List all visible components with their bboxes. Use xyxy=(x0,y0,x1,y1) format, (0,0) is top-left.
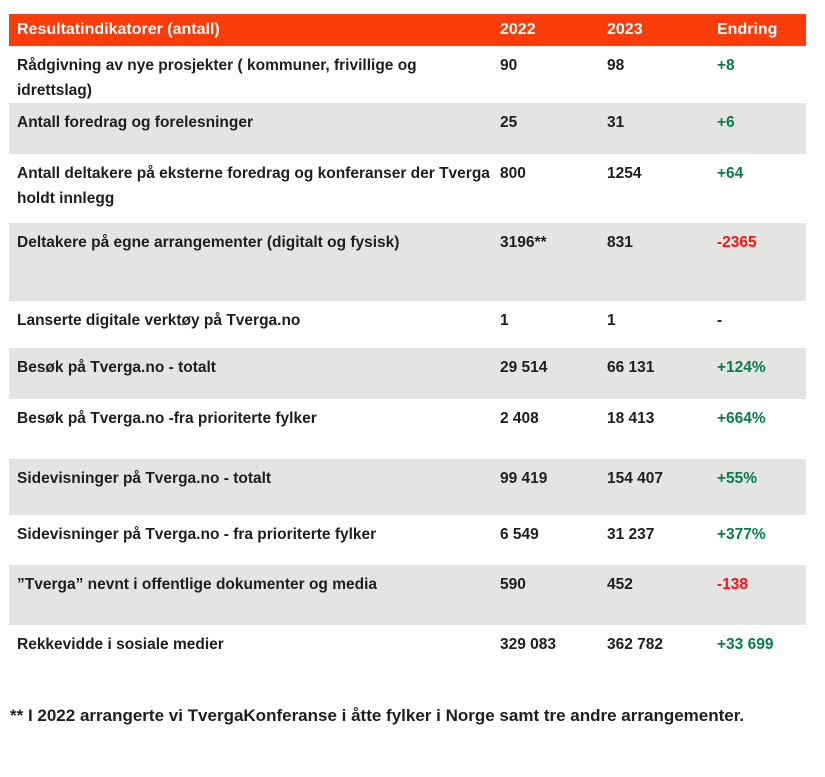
column-header-2022: 2022 xyxy=(500,21,536,38)
value-2023: 154 407 xyxy=(607,470,664,487)
change-value: - xyxy=(717,312,723,329)
value-2023: 362 782 xyxy=(607,636,664,653)
value-2023: 452 xyxy=(607,576,633,593)
row-indicator-label: Deltakere på egne arrangementer (digital… xyxy=(17,234,400,251)
value-2023: 831 xyxy=(607,234,633,251)
table-row: Lanserte digitale verktøy på Tverga.no 1… xyxy=(9,301,806,348)
value-2023: 18 413 xyxy=(607,410,655,427)
row-indicator-label: Sidevisninger på Tverga.no - totalt xyxy=(17,470,272,487)
table-row: Sidevisninger på Tverga.no - fra priorit… xyxy=(9,515,806,565)
value-2022: 2 408 xyxy=(500,410,539,427)
row-indicator-label: Antall deltakere på eksterne foredrag og… xyxy=(17,165,490,207)
value-2022: 90 xyxy=(500,57,518,74)
value-2023: 98 xyxy=(607,57,625,74)
results-indicators-table: Resultatindikatorer (antall) 2022 2023 E… xyxy=(9,14,806,670)
row-indicator-label: Lanserte digitale verktøy på Tverga.no xyxy=(17,312,301,329)
column-header-2023: 2023 xyxy=(607,21,643,38)
row-indicator-label: Antall foredrag og forelesninger xyxy=(17,114,253,131)
value-2022: 329 083 xyxy=(500,636,557,653)
table-row: ”Tverga” nevnt i offentlige dokumenter o… xyxy=(9,565,806,625)
value-2023: 1254 xyxy=(607,165,642,182)
change-value: +8 xyxy=(717,57,735,74)
change-value: +377% xyxy=(717,526,766,543)
footnote: ** I 2022 arrangerte vi TvergaKonferanse… xyxy=(10,706,745,725)
change-value: +124% xyxy=(717,359,766,376)
value-2022: 29 514 xyxy=(500,359,548,376)
row-indicator-label: Rådgivning av nye prosjekter ( kommuner,… xyxy=(17,57,417,99)
row-indicator-label: Sidevisninger på Tverga.no - fra priorit… xyxy=(17,526,377,543)
change-value: +33 699 xyxy=(717,636,774,653)
row-indicator-label: Rekkevidde i sosiale medier xyxy=(17,636,224,653)
row-indicator-label: Besøk på Tverga.no - totalt xyxy=(17,359,216,376)
change-value: -2365 xyxy=(717,234,757,251)
table-row: Besøk på Tverga.no -fra prioriterte fylk… xyxy=(9,399,806,459)
change-value: +6 xyxy=(717,114,735,131)
table-row: Antall deltakere på eksterne foredrag og… xyxy=(9,154,806,223)
change-value: +64 xyxy=(717,165,744,182)
table-body: Rådgivning av nye prosjekter ( kommuner,… xyxy=(9,46,806,670)
value-2023: 1 xyxy=(607,312,616,329)
value-2022: 800 xyxy=(500,165,526,182)
column-header-indicator: Resultatindikatorer (antall) xyxy=(17,21,220,38)
table-row: Rådgivning av nye prosjekter ( kommuner,… xyxy=(9,46,806,103)
table-row: Deltakere på egne arrangementer (digital… xyxy=(9,223,806,301)
table-row: Rekkevidde i sosiale medier 329 083 362 … xyxy=(9,625,806,670)
value-2022: 6 549 xyxy=(500,526,539,543)
value-2022: 99 419 xyxy=(500,470,548,487)
value-2022: 1 xyxy=(500,312,509,329)
row-indicator-label: ”Tverga” nevnt i offentlige dokumenter o… xyxy=(17,576,377,593)
value-2023: 31 xyxy=(607,114,625,131)
change-value: +55% xyxy=(717,470,758,487)
value-2022: 590 xyxy=(500,576,526,593)
table-header-row: Resultatindikatorer (antall) 2022 2023 E… xyxy=(9,14,806,46)
column-header-endring: Endring xyxy=(717,21,778,38)
value-2023: 31 237 xyxy=(607,526,655,543)
table-row: Antall foredrag og forelesninger 25 31 +… xyxy=(9,103,806,154)
value-2023: 66 131 xyxy=(607,359,655,376)
value-2022: 25 xyxy=(500,114,518,131)
table-row: Besøk på Tverga.no - totalt 29 514 66 13… xyxy=(9,348,806,399)
table-row: Sidevisninger på Tverga.no - totalt 99 4… xyxy=(9,459,806,515)
value-2022: 3196** xyxy=(500,234,547,251)
change-value: -138 xyxy=(717,576,749,593)
row-indicator-label: Besøk på Tverga.no -fra prioriterte fylk… xyxy=(17,410,317,427)
change-value: +664% xyxy=(717,410,766,427)
